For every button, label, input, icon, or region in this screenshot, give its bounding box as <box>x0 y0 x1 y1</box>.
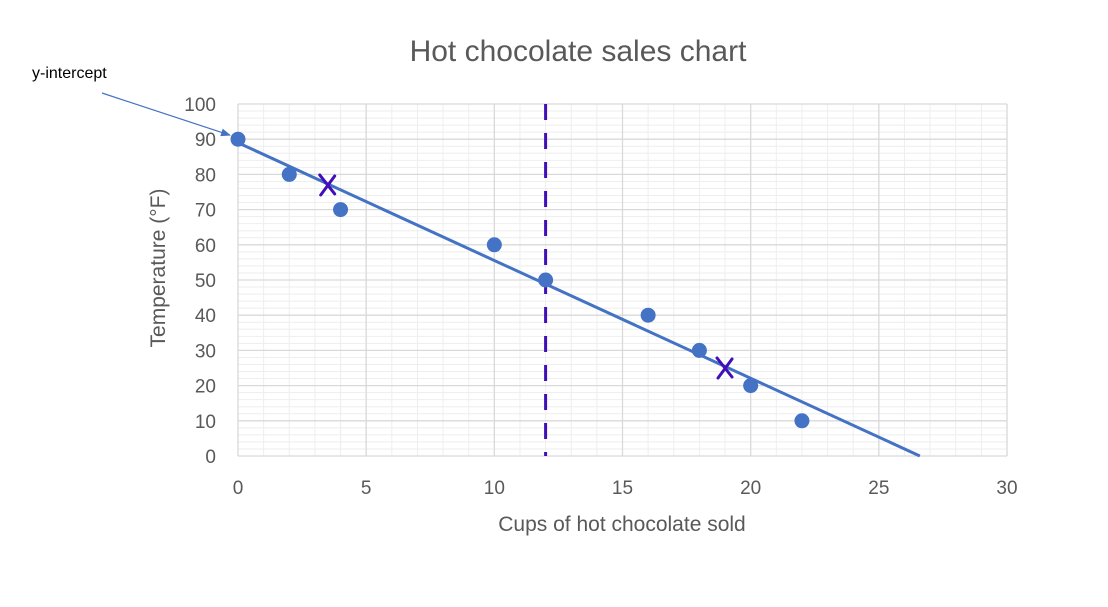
data-point <box>794 413 810 429</box>
y-tick-label: 50 <box>195 271 216 292</box>
data-point <box>640 307 656 323</box>
data-point <box>743 378 759 394</box>
x-tick-label: 5 <box>361 478 372 499</box>
x-tick-label: 20 <box>740 478 761 499</box>
x-tick-label: 0 <box>233 478 244 499</box>
cross-mark-stroke <box>319 174 337 197</box>
x-tick-label: 10 <box>484 478 505 499</box>
data-point <box>538 272 554 288</box>
y-tick-label: 0 <box>205 447 216 468</box>
y-tick-label: 90 <box>195 130 216 151</box>
y-tick-label: 10 <box>195 412 216 433</box>
annotation-arrow <box>101 92 231 137</box>
x-tick-label: 15 <box>612 478 633 499</box>
x-tick-label: 30 <box>996 478 1017 499</box>
y-axis-ticks: 0 10 20 30 40 50 60 70 80 90 100 <box>184 95 216 468</box>
y-tick-label: 100 <box>184 95 216 116</box>
data-point <box>486 237 502 253</box>
y-tick-label: 30 <box>195 341 216 362</box>
data-point <box>281 166 297 182</box>
trendline <box>237 141 921 458</box>
data-points <box>230 131 810 429</box>
y-intercept-annotation: y-intercept <box>32 65 107 82</box>
x-tick-label: 25 <box>868 478 889 499</box>
chart-title: Hot chocolate sales chart <box>410 35 748 68</box>
chart-overlay <box>101 92 921 458</box>
y-axis-label: Temperature (°F) <box>147 189 170 348</box>
y-tick-label: 20 <box>195 377 216 398</box>
y-tick-label: 80 <box>195 165 216 186</box>
x-axis-ticks: 0 5 10 15 20 25 30 <box>233 478 1018 499</box>
x-axis-label: Cups of hot chocolate sold <box>498 513 746 536</box>
major-gridlines <box>237 103 1008 457</box>
y-tick-label: 70 <box>195 201 216 222</box>
data-point <box>230 131 246 147</box>
y-tick-label: 40 <box>195 306 216 327</box>
y-tick-label: 60 <box>195 236 216 257</box>
cross-mark-stroke <box>716 357 734 380</box>
data-point <box>333 202 349 218</box>
data-point <box>691 342 707 358</box>
